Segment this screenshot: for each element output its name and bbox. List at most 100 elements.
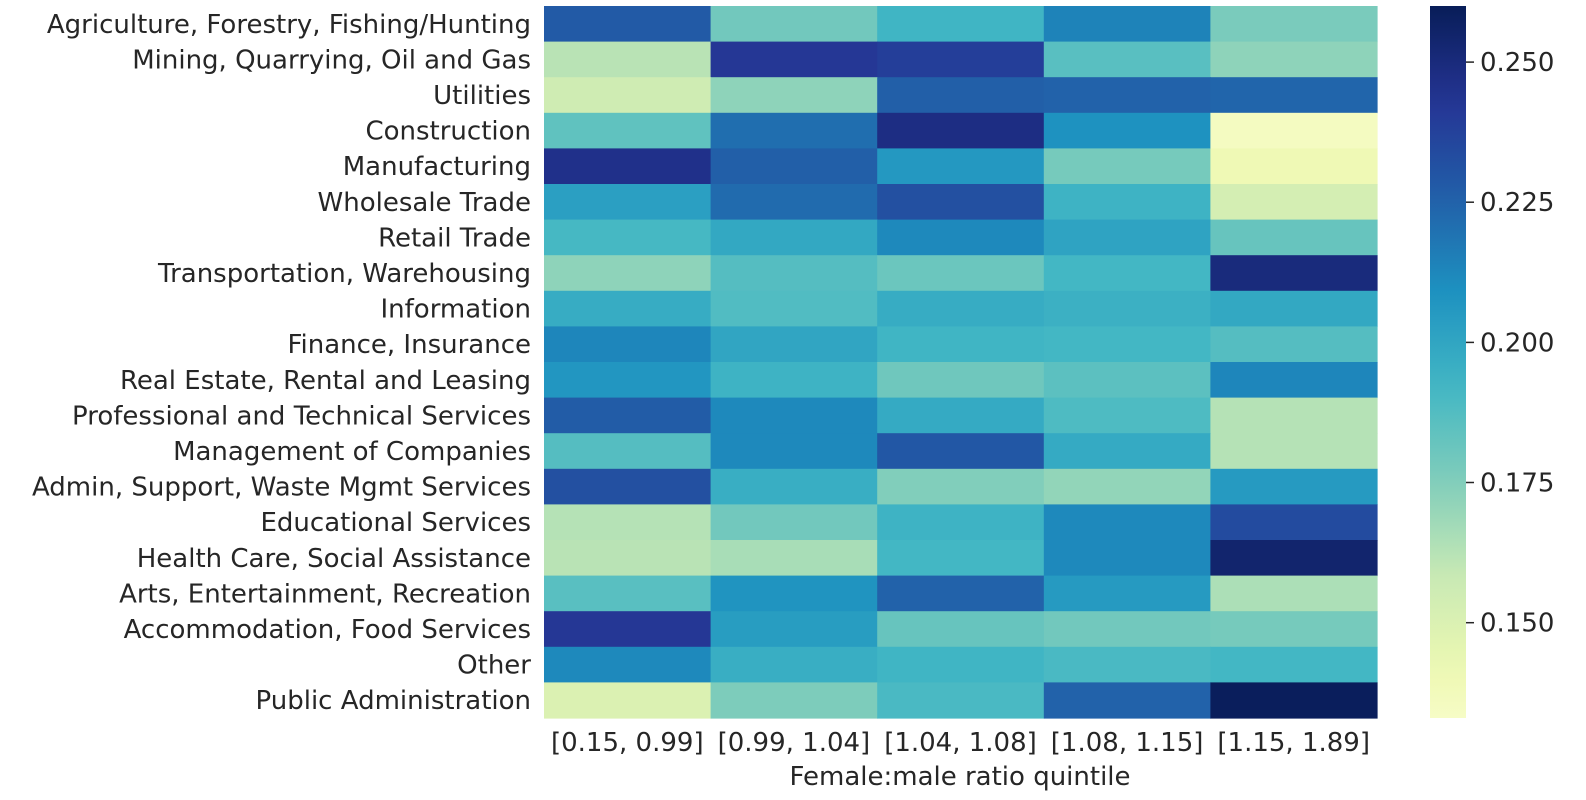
heatmap-cell	[877, 504, 1045, 541]
heatmap-cell	[1210, 397, 1378, 434]
heatmap-cell	[1210, 255, 1378, 292]
heatmap-cell	[710, 362, 878, 399]
heatmap-cell	[1043, 326, 1211, 363]
heatmap-cell	[544, 397, 712, 434]
heatmap-cell	[544, 540, 712, 577]
colorbar-tick-label: 0.150	[1480, 609, 1554, 639]
heatmap-cell	[877, 362, 1045, 399]
row-label: Arts, Entertainment, Recreation	[119, 579, 531, 609]
heatmap-cell	[1043, 255, 1211, 292]
column-label: [1.04, 1.08]	[884, 728, 1037, 758]
heatmap-cell	[710, 41, 878, 78]
heatmap-cell	[1043, 362, 1211, 399]
heatmap-cell	[544, 255, 712, 292]
heatmap-cell	[1210, 184, 1378, 221]
row-label: Management of Companies	[173, 437, 531, 467]
colorbar-gradient	[1430, 6, 1466, 718]
heatmap-cell	[1210, 682, 1378, 719]
row-label: Public Administration	[256, 686, 531, 716]
row-label: Admin, Support, Waste Mgmt Services	[32, 473, 531, 503]
heatmap-cell	[877, 219, 1045, 256]
heatmap-cell	[877, 433, 1045, 470]
heatmap-cell	[710, 575, 878, 612]
heatmap-cell	[877, 112, 1045, 149]
heatmap-cell	[710, 504, 878, 541]
heatmap-cell	[544, 646, 712, 683]
column-label: [1.08, 1.15]	[1051, 728, 1204, 758]
row-label: Educational Services	[261, 508, 532, 538]
heatmap-cell	[710, 112, 878, 149]
heatmap-cell	[877, 77, 1045, 114]
heatmap-cell	[1043, 184, 1211, 221]
heatmap-cell	[1043, 646, 1211, 683]
heatmap-cell	[1043, 611, 1211, 648]
heatmap-cell	[710, 540, 878, 577]
x-axis-title: Female:male ratio quintile	[789, 762, 1130, 792]
row-labels: Agriculture, Forestry, Fishing/Hunting Mi…	[32, 10, 531, 716]
heatmap-cell	[544, 362, 712, 399]
heatmap-cell	[710, 6, 878, 43]
heatmap-cell	[1210, 41, 1378, 78]
row-label: Other	[457, 651, 531, 681]
column-label: [0.15, 0.99]	[551, 728, 704, 758]
colorbar-tick-label: 0.225	[1480, 188, 1554, 218]
row-label: Health Care, Social Assistance	[137, 544, 531, 574]
heatmap-cell	[1210, 219, 1378, 256]
colorbar-tick-label: 0.250	[1480, 48, 1554, 78]
row-label: Utilities	[433, 81, 531, 111]
heatmap-cell	[1210, 575, 1378, 612]
heatmap-cell	[877, 611, 1045, 648]
heatmap-cell	[1210, 112, 1378, 149]
heatmap-cell	[710, 255, 878, 292]
heatmap-cell	[544, 77, 712, 114]
heatmap-cell	[544, 219, 712, 256]
heatmap-cell	[877, 397, 1045, 434]
heatmap-cell	[710, 326, 878, 363]
row-label: Accommodation, Food Services	[124, 615, 531, 645]
heatmap-cell	[1043, 504, 1211, 541]
heatmap-cell	[877, 148, 1045, 185]
row-label: Finance, Insurance	[287, 330, 531, 360]
heatmap-cell	[877, 682, 1045, 719]
heatmap-cell	[1210, 611, 1378, 648]
row-label: Transportation, Warehousing	[157, 259, 531, 289]
heatmap-cell	[710, 184, 878, 221]
colorbar	[1430, 6, 1466, 718]
heatmap-cell	[877, 326, 1045, 363]
heatmap-cell	[1043, 575, 1211, 612]
row-label: Construction	[365, 117, 531, 147]
colorbar-tick-label: 0.200	[1480, 328, 1554, 358]
heatmap-cell	[544, 433, 712, 470]
heatmap-cell	[544, 41, 712, 78]
heatmap-cell	[710, 468, 878, 505]
heatmap-cell	[710, 646, 878, 683]
heatmap-cell	[544, 611, 712, 648]
heatmap-cell	[1043, 77, 1211, 114]
heatmap-cell	[544, 6, 712, 43]
colorbar-tick-label: 0.175	[1480, 469, 1554, 499]
row-label: Mining, Quarrying, Oil and Gas	[132, 45, 531, 75]
column-label: [1.15, 1.89]	[1217, 728, 1370, 758]
row-label: Retail Trade	[378, 223, 531, 253]
heatmap-cell	[710, 77, 878, 114]
heatmap-cell	[544, 682, 712, 719]
heatmap-cell	[877, 6, 1045, 43]
heatmap-cell	[1210, 148, 1378, 185]
heatmap-cell	[1043, 682, 1211, 719]
heatmap-cell	[544, 504, 712, 541]
row-label: Agriculture, Forestry, Fishing/Hunting	[47, 10, 531, 40]
row-label: Wholesale Trade	[318, 188, 531, 218]
heatmap-cell	[1043, 290, 1211, 327]
heatmap-cell	[544, 148, 712, 185]
heatmap-cell	[1043, 540, 1211, 577]
heatmap-cell	[1210, 504, 1378, 541]
heatmap-cell	[877, 646, 1045, 683]
heatmap-cell	[877, 255, 1045, 292]
heatmap-cell	[1210, 433, 1378, 470]
heatmap-cell	[877, 41, 1045, 78]
heatmap-cell	[544, 290, 712, 327]
heatmap-cell	[710, 397, 878, 434]
heatmap-cell	[1210, 6, 1378, 43]
heatmap-cell	[1210, 290, 1378, 327]
heatmap-cell	[1043, 433, 1211, 470]
